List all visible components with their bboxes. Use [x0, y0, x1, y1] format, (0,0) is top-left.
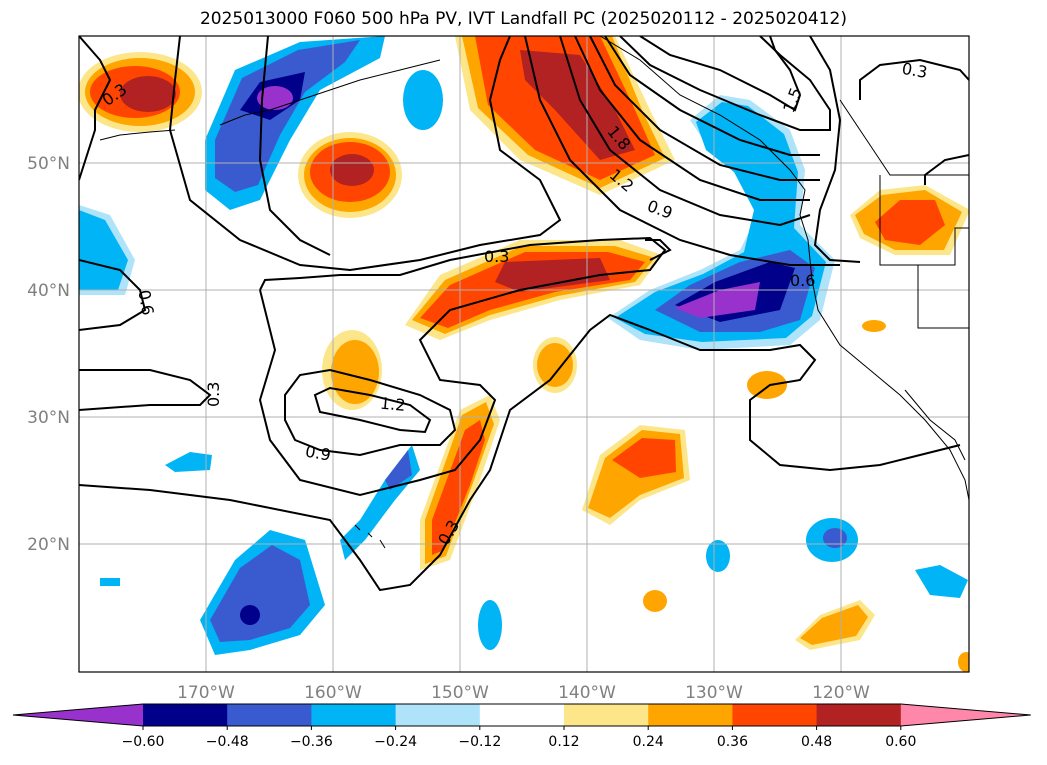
colorbar-tick-label: 0.12 — [548, 734, 579, 750]
negative-anomaly-aleutian — [205, 36, 385, 210]
negative-anomaly-west-edge — [79, 205, 135, 295]
colorbar-tick-label: 0.24 — [633, 734, 664, 750]
colorbar-extend-max — [900, 704, 1031, 726]
colorbar-tick-label: −0.12 — [458, 734, 501, 750]
contour-label: 0.3 — [900, 59, 928, 82]
colorbar-tick-label: −0.48 — [206, 734, 249, 750]
colorbar-tick-label: −0.24 — [374, 734, 417, 750]
contour-label: 0.6 — [134, 288, 157, 316]
positive-anomaly-160w — [298, 132, 402, 218]
contour-label: 0.9 — [304, 442, 332, 465]
colorbar-segment — [732, 704, 818, 726]
colorbar-segment — [564, 704, 649, 726]
lat-tick-label: 30°N — [27, 408, 70, 428]
plot-frame — [78, 35, 970, 673]
lon-tick-label: 120°W — [812, 683, 870, 703]
coastlines — [99, 36, 969, 549]
positive-anomaly-30n-135w — [582, 425, 690, 525]
negative-anomaly-small-north — [403, 70, 443, 130]
colorbar-tick-label: 0.60 — [885, 734, 916, 750]
colorbar-tick-label: 0.48 — [801, 734, 832, 750]
colorbar-segment — [395, 704, 481, 726]
lon-tick-label: 170°W — [177, 683, 235, 703]
colorbar-segment — [311, 704, 397, 726]
positive-anomaly-se — [643, 320, 969, 672]
colorbar-tick-label: −0.60 — [122, 734, 165, 750]
lon-tick-label: 140°W — [558, 683, 616, 703]
lon-tick-label: 130°W — [685, 683, 743, 703]
map-title: 2025013000 F060 500 hPa PV, IVT Landfall… — [199, 9, 847, 29]
lon-tick-label: 160°W — [304, 683, 362, 703]
colorbar: −0.60 −0.48 −0.36 −0.24 −0.12 0.12 0.24 0.36 0.4… — [12, 703, 1031, 750]
positive-anomaly-gulf-alaska — [455, 36, 675, 195]
colorbar-segment — [479, 704, 565, 726]
contour-label: 0.6 — [790, 271, 815, 290]
colorbar-extend-min — [13, 704, 143, 726]
lat-tick-label: 40°N — [27, 281, 70, 301]
colorbar-tick-label: −0.36 — [290, 734, 333, 750]
colorbar-segment — [227, 704, 312, 726]
contour-label: 1.2 — [379, 394, 406, 415]
colorbar-segment — [816, 704, 902, 726]
gridlines — [79, 36, 969, 672]
colorbar-segment — [143, 704, 228, 726]
negative-anomaly-south — [100, 445, 968, 655]
lat-tick-label: 20°N — [27, 535, 70, 555]
contour-label: 0.3 — [484, 247, 509, 266]
colorbar-tick-label: 0.36 — [717, 734, 748, 750]
latitude-ticks: 50°N 40°N 30°N 20°N — [27, 154, 70, 555]
contour-label: 0.3 — [204, 382, 223, 407]
lat-tick-label: 50°N — [27, 154, 70, 174]
colorbar-segment — [648, 704, 733, 726]
lon-tick-label: 150°W — [431, 683, 489, 703]
positive-anomaly-nw — [79, 52, 202, 132]
longitude-ticks: 170°W 160°W 150°W 140°W 130°W 120°W — [177, 683, 870, 703]
pc-contours — [79, 36, 969, 592]
